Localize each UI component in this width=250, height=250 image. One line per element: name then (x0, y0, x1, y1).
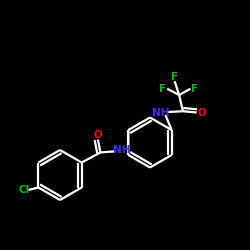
Text: NH: NH (152, 108, 169, 118)
Text: O: O (197, 108, 206, 118)
Text: F: F (191, 84, 198, 94)
Text: Cl: Cl (19, 185, 30, 195)
Text: F: F (171, 72, 178, 82)
Text: O: O (94, 130, 102, 140)
Text: F: F (159, 84, 166, 94)
Text: NH: NH (114, 145, 131, 155)
